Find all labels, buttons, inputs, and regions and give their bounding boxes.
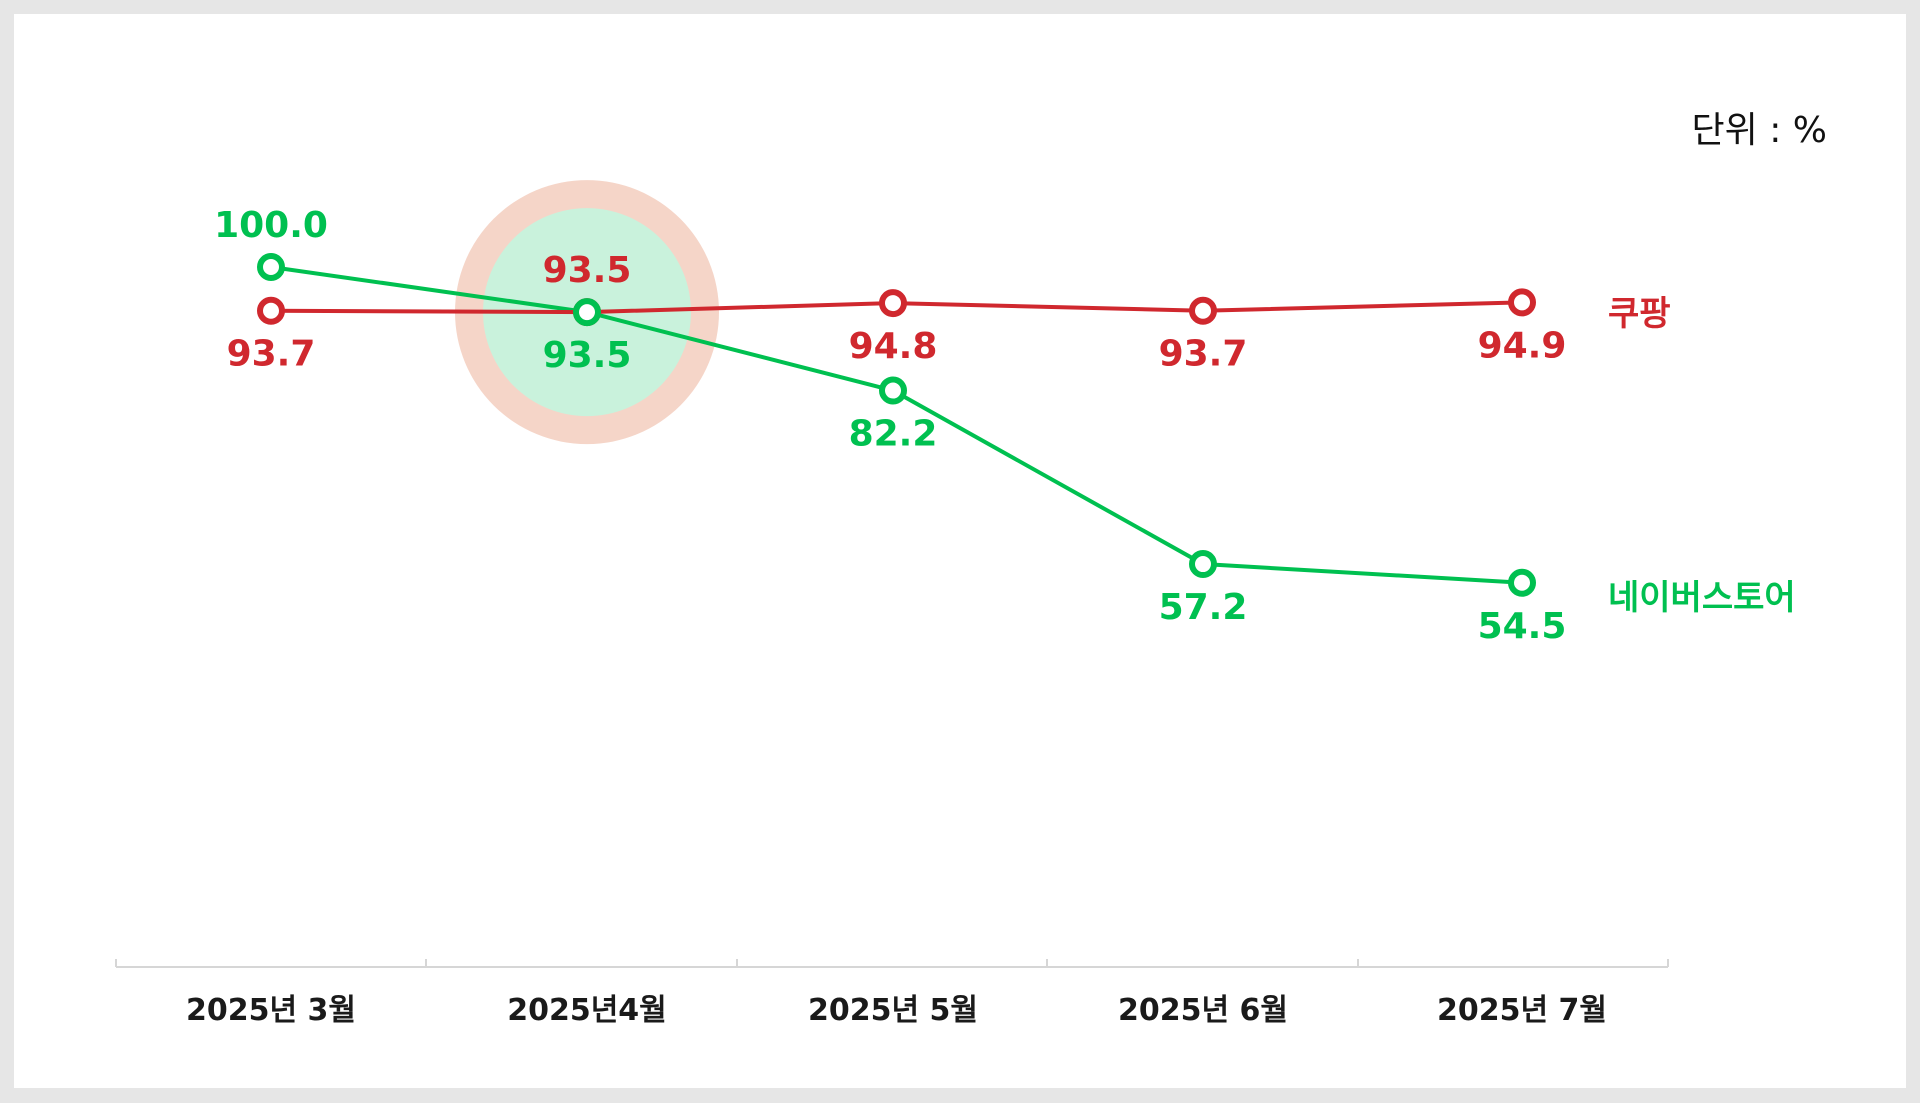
data-label: 94.8: [849, 326, 938, 367]
data-point[interactable]: [879, 376, 907, 405]
x-tick-label: 2025년4월: [507, 993, 667, 1028]
legend-label: 쿠팡: [1608, 294, 1671, 334]
data-point[interactable]: [1508, 288, 1536, 317]
x-tick-label: 2025년 7월: [1437, 993, 1607, 1028]
data-label: 93.7: [227, 334, 316, 375]
data-label: 54.5: [1478, 606, 1567, 647]
data-point[interactable]: [573, 298, 601, 327]
data-label: 93.5: [543, 335, 632, 376]
x-tick-label: 2025년 6월: [1118, 993, 1288, 1028]
x-tick-label: 2025년 5월: [808, 993, 978, 1028]
data-label: 57.2: [1159, 587, 1248, 628]
data-label: 93.5: [543, 250, 632, 291]
data-point[interactable]: [1189, 550, 1217, 579]
data-label: 93.7: [1159, 334, 1248, 375]
data-label: 94.9: [1478, 325, 1567, 366]
data-point[interactable]: [1189, 296, 1217, 325]
data-label: 100.0: [214, 205, 328, 246]
line-chart: 단위 : % 2025년 3월 2025년4월 2025년 5월 2025년 6월 20…: [115, 110, 1827, 1028]
data-point[interactable]: [879, 289, 907, 318]
x-tick-label: 2025년 3월: [186, 993, 356, 1028]
unit-label: 단위 : %: [1692, 110, 1827, 151]
data-label: 82.2: [849, 414, 938, 455]
data-point[interactable]: [257, 296, 285, 325]
chart-panel: 단위 : % 2025년 3월 2025년4월 2025년 5월 2025년 6월 20…: [14, 14, 1906, 1088]
legend-label: 네이버스토어: [1608, 578, 1796, 618]
data-point[interactable]: [257, 253, 285, 281]
data-point[interactable]: [1508, 568, 1536, 597]
